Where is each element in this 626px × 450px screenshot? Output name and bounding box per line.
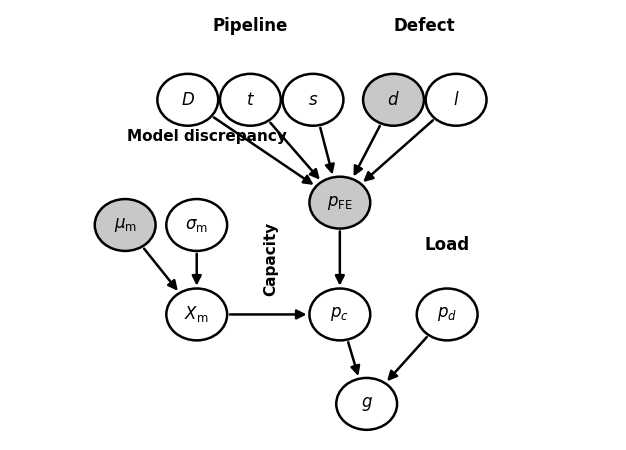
Text: $X_\mathrm{m}$: $X_\mathrm{m}$ <box>185 305 209 324</box>
Text: $s$: $s$ <box>308 91 318 109</box>
Text: $d$: $d$ <box>387 91 400 109</box>
Ellipse shape <box>157 74 218 126</box>
Ellipse shape <box>167 288 227 340</box>
Ellipse shape <box>336 378 397 430</box>
Text: $p_\mathrm{FE}$: $p_\mathrm{FE}$ <box>327 194 353 212</box>
Text: $\mu_\mathrm{m}$: $\mu_\mathrm{m}$ <box>113 216 136 234</box>
Ellipse shape <box>363 74 424 126</box>
Text: $t$: $t$ <box>246 91 255 109</box>
Text: $\sigma_\mathrm{m}$: $\sigma_\mathrm{m}$ <box>185 216 208 234</box>
Ellipse shape <box>309 177 370 229</box>
Text: Defect: Defect <box>394 17 456 35</box>
Ellipse shape <box>417 288 478 340</box>
Text: Model discrepancy: Model discrepancy <box>128 129 287 144</box>
Text: Capacity: Capacity <box>263 221 278 296</box>
Text: $l$: $l$ <box>453 91 459 109</box>
Text: Load: Load <box>424 236 470 254</box>
Ellipse shape <box>426 74 486 126</box>
Ellipse shape <box>309 288 370 340</box>
Text: $g$: $g$ <box>361 395 372 413</box>
Ellipse shape <box>95 199 156 251</box>
Ellipse shape <box>167 199 227 251</box>
Text: $D$: $D$ <box>181 91 195 109</box>
Ellipse shape <box>282 74 344 126</box>
Text: $p_c$: $p_c$ <box>331 306 349 324</box>
Ellipse shape <box>220 74 281 126</box>
Text: $p_d$: $p_d$ <box>437 306 457 324</box>
Text: Pipeline: Pipeline <box>213 17 288 35</box>
